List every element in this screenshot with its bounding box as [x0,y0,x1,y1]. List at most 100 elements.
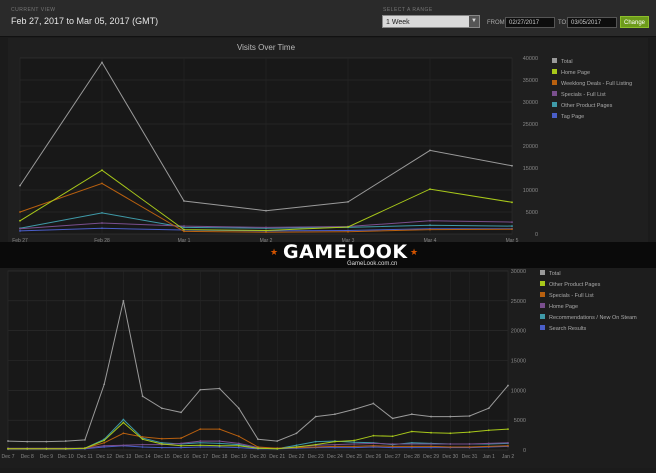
current-view-caption: CURRENT VIEW [11,7,56,13]
y-tick-label: 15000 [523,166,538,172]
x-tick-label: Dec 7 [1,454,14,460]
to-date-input[interactable]: 03/05/2017 [567,17,617,28]
data-point [141,435,144,438]
x-tick-label: Dec 26 [365,454,381,460]
data-point [487,429,490,432]
from-label: FROM: [487,20,507,26]
from-date-input[interactable]: 02/27/2017 [505,17,555,28]
data-point [347,230,349,233]
data-point [276,447,279,450]
star-icon: ★ [410,247,419,257]
data-point [122,432,125,435]
data-point [183,225,185,227]
legend-swatch [552,113,557,118]
x-tick-label: Dec 27 [385,454,401,460]
data-point [449,446,452,448]
data-point [218,387,221,390]
legend-label: Recommendations / New On Steam [549,315,637,321]
x-tick-label: Dec 25 [346,454,362,460]
data-point [180,446,182,449]
data-point [199,388,202,391]
data-point [507,441,509,444]
data-point [183,228,185,231]
y-tick-label: 20000 [523,144,538,150]
data-point [314,415,317,418]
legend-label: Specials - Full List [549,293,594,299]
data-point [511,201,513,204]
data-point [237,435,240,438]
data-point [141,395,144,398]
data-point [141,443,144,446]
data-point [429,188,431,191]
data-point [265,229,267,232]
legend-swatch [540,281,545,286]
data-point [265,231,267,234]
data-point [101,227,103,230]
data-point [430,415,432,418]
y-tick-label: 30000 [511,269,526,275]
x-tick-label: Dec 10 [58,454,74,460]
star-icon: ★ [270,247,279,257]
data-point [391,443,394,445]
current-range-title: Feb 27, 2017 to Mar 05, 2017 (GMT) [11,16,159,26]
data-point [372,442,375,445]
data-point [507,384,509,387]
range-select[interactable]: 1 Week ▼ [382,15,480,28]
data-point [122,444,125,447]
data-point [265,226,267,229]
data-point [257,447,259,450]
data-point [218,442,221,445]
data-point [218,440,221,442]
data-point [429,228,431,231]
data-point [353,443,356,445]
x-tick-label: Jan 1 [483,454,495,460]
data-point [347,200,349,203]
chevron-down-icon[interactable]: ▼ [469,16,479,27]
x-tick-label: Dec 21 [269,454,285,460]
data-point [19,227,21,230]
data-point [183,230,185,233]
x-tick-label: Feb 27 [12,238,28,242]
data-point [180,444,182,447]
data-point [468,443,471,445]
data-point [160,443,163,445]
data-point [103,441,106,444]
legend-label: Total [561,59,573,65]
data-point [101,169,103,172]
data-point [19,230,21,232]
data-point [314,443,317,446]
legend-swatch [552,91,557,96]
watermark-strip [0,242,656,268]
x-tick-label: Dec 11 [77,454,93,460]
data-point [180,437,182,439]
data-point [160,407,163,410]
change-button[interactable]: Change [620,16,649,28]
x-tick-label: Mar 4 [424,238,437,242]
data-point [180,442,182,445]
legend-swatch [540,270,545,275]
legend-label: Total [549,271,561,277]
x-tick-label: Dec 28 [404,454,420,460]
data-point [372,402,375,405]
legend-label: Weeklong Deals - Full Listing [561,81,632,87]
data-point [295,446,298,448]
x-tick-label: Dec 23 [308,454,324,460]
data-point [218,428,221,431]
y-tick-label: 20000 [511,329,526,335]
to-label: TO: [558,20,568,26]
y-tick-label: 25000 [511,299,526,305]
data-point [372,434,375,437]
y-tick-label: 5000 [514,418,526,424]
data-point [101,222,103,224]
data-point [410,413,413,416]
legend-label: Specials - Full List [561,92,606,98]
data-point [276,440,279,442]
data-point [7,447,9,450]
data-point [183,200,185,202]
data-point [468,446,471,448]
data-point [183,226,185,229]
data-point [84,438,86,441]
data-point [511,221,513,224]
y-tick-label: 5000 [526,210,538,216]
data-point [353,408,356,411]
